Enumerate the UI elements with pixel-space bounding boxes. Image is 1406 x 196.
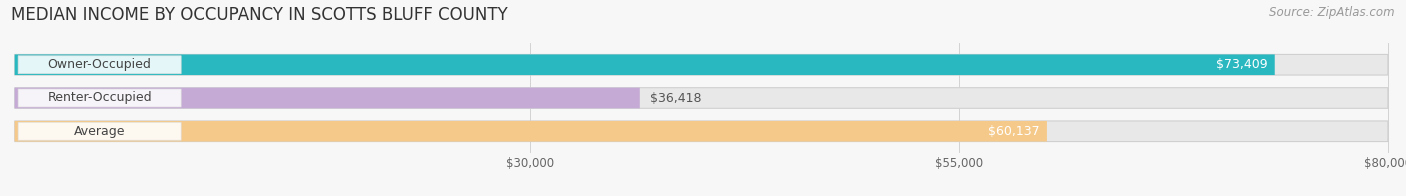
FancyBboxPatch shape <box>18 56 181 74</box>
Text: Average: Average <box>75 125 125 138</box>
FancyBboxPatch shape <box>14 88 1388 108</box>
Text: $73,409: $73,409 <box>1216 58 1268 71</box>
Text: Renter-Occupied: Renter-Occupied <box>48 92 152 104</box>
Text: MEDIAN INCOME BY OCCUPANCY IN SCOTTS BLUFF COUNTY: MEDIAN INCOME BY OCCUPANCY IN SCOTTS BLU… <box>11 6 508 24</box>
FancyBboxPatch shape <box>18 122 181 140</box>
FancyBboxPatch shape <box>18 89 181 107</box>
Text: $60,137: $60,137 <box>988 125 1040 138</box>
FancyBboxPatch shape <box>14 121 1388 142</box>
Text: Owner-Occupied: Owner-Occupied <box>48 58 152 71</box>
Text: Source: ZipAtlas.com: Source: ZipAtlas.com <box>1270 6 1395 19</box>
Text: $36,418: $36,418 <box>650 92 702 104</box>
FancyBboxPatch shape <box>14 54 1388 75</box>
FancyBboxPatch shape <box>14 54 1275 75</box>
FancyBboxPatch shape <box>14 88 640 108</box>
FancyBboxPatch shape <box>14 121 1047 142</box>
